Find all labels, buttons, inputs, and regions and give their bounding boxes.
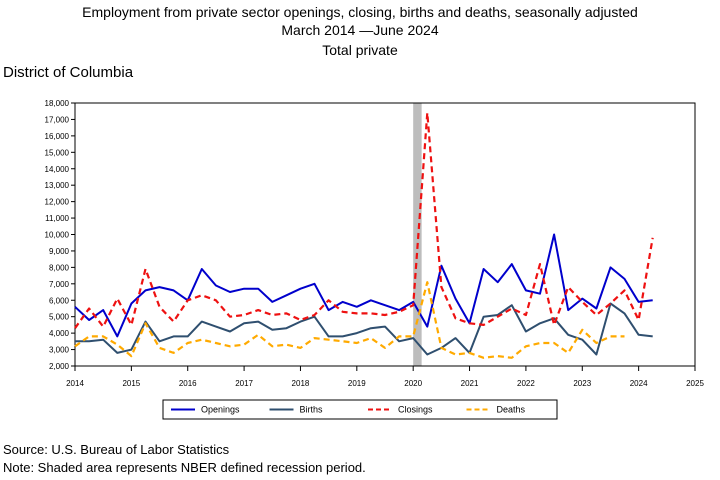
x-tick-label: 2020 <box>404 379 422 388</box>
x-tick-label: 2025 <box>686 379 704 388</box>
x-tick-label: 2021 <box>461 379 479 388</box>
x-tick-label: 2014 <box>66 379 84 388</box>
recession-note: Note: Shaded area represents NBER define… <box>3 460 366 475</box>
legend-label-openings: Openings <box>201 405 240 415</box>
x-tick-label: 2024 <box>630 379 648 388</box>
region-label: District of Columbia <box>3 64 134 81</box>
y-tick-label: 6,000 <box>49 296 70 305</box>
y-tick-label: 15,000 <box>45 148 70 157</box>
y-tick-label: 3,000 <box>49 346 70 355</box>
series-line-births <box>75 302 653 356</box>
x-tick-label: 2018 <box>292 379 310 388</box>
y-tick-label: 13,000 <box>45 181 70 190</box>
y-tick-label: 11,000 <box>45 214 69 223</box>
y-tick-label: 9,000 <box>49 247 70 256</box>
legend <box>162 399 558 420</box>
x-tick-label: 2023 <box>573 379 591 388</box>
x-tick-label: 2022 <box>517 379 535 388</box>
chart-title: Employment from private sector openings,… <box>82 4 638 20</box>
y-tick-label: 12,000 <box>45 198 70 207</box>
y-tick-label: 17,000 <box>45 115 70 124</box>
y-tick-label: 5,000 <box>49 313 70 322</box>
legend-label-deaths: Deaths <box>497 405 526 415</box>
x-tick-label: 2017 <box>235 379 253 388</box>
y-tick-label: 10,000 <box>45 231 70 240</box>
legend-label-births: Births <box>300 405 324 415</box>
legend-label-closings: Closings <box>398 405 433 415</box>
y-tick-label: 14,000 <box>45 165 70 174</box>
y-tick-label: 7,000 <box>49 280 70 289</box>
series-line-closings <box>74 111 654 329</box>
series-line-openings <box>74 233 653 338</box>
x-tick-label: 2016 <box>179 379 197 388</box>
y-tick-label: 2,000 <box>49 362 70 371</box>
series-line-deaths <box>74 281 625 359</box>
x-tick-label: 2019 <box>348 379 366 388</box>
chart-subtitle-industry: Total private <box>322 42 398 58</box>
x-tick-label: 2015 <box>122 379 140 388</box>
y-tick-label: 8,000 <box>49 263 70 272</box>
source-note: Source: U.S. Bureau of Labor Statistics <box>3 442 230 457</box>
y-tick-label: 4,000 <box>49 329 70 338</box>
y-tick-label: 16,000 <box>45 132 70 141</box>
chart-subtitle: March 2014 —June 2024 <box>281 22 439 38</box>
y-tick-label: 18,000 <box>45 99 70 108</box>
